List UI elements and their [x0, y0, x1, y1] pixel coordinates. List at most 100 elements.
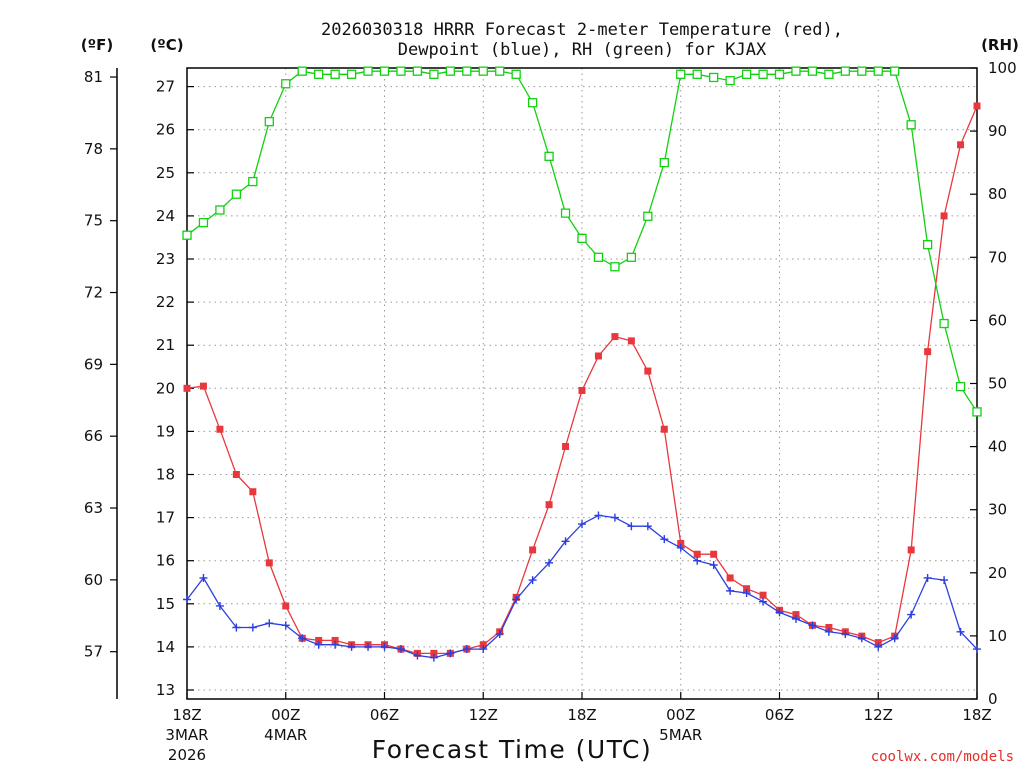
rh-point: [511, 69, 521, 79]
time-tick-label: 18Z: [172, 706, 201, 724]
dewpoint-point: [347, 642, 356, 651]
dewpoint-point: [528, 576, 537, 585]
rh-point: [577, 233, 587, 244]
rh-point: [774, 69, 785, 79]
celsius-tick-label: 18: [156, 466, 175, 484]
fahrenheit-unit-label: (ºF): [81, 36, 113, 54]
rh-point: [709, 72, 719, 83]
dewpoint-point: [429, 653, 438, 662]
dewpoint-point: [331, 640, 340, 649]
temperature-point: [644, 367, 652, 375]
rh-point: [972, 407, 982, 417]
celsius-tick-label: 16: [156, 552, 175, 570]
rh-tick-label: 0: [988, 690, 998, 708]
rh-point: [955, 382, 966, 392]
rh-point: [791, 66, 801, 76]
rh-point: [857, 66, 867, 76]
dewpoint-point: [759, 597, 768, 606]
chart-title-line2: Dewpoint (blue), RH (green) for KJAX: [398, 40, 767, 60]
dewpoint-point: [495, 629, 504, 638]
dewpoint-point: [627, 522, 636, 531]
temperature-point: [907, 546, 915, 554]
celsius-tick-label: 23: [156, 250, 175, 268]
temperature-point: [743, 585, 751, 593]
dewpoint-point: [890, 634, 899, 643]
dewpoint-point: [281, 621, 290, 630]
rh-point: [495, 66, 505, 76]
rh-tick-label: 100: [988, 59, 1017, 77]
dewpoint-point: [660, 535, 669, 544]
temperature-point: [693, 550, 701, 558]
temperature-point: [677, 539, 685, 547]
temperature-point: [792, 611, 800, 619]
date-tick-label: 5MAR: [659, 726, 702, 744]
dewpoint-point: [364, 642, 373, 651]
temperature-point: [232, 471, 240, 478]
dewpoint-point: [545, 558, 554, 567]
rh-point: [527, 98, 538, 108]
rh-axis-ticks: 0 10 20 30 40 50 60 70 80 90 100: [970, 59, 1017, 708]
credit-text: coolwx.com/models: [871, 749, 1014, 765]
fahrenheit-tick-label: 57: [84, 643, 103, 661]
dewpoint-point: [824, 627, 833, 636]
rh-point: [248, 176, 258, 187]
dewpoint-series: [183, 511, 981, 662]
dewpoint-point: [479, 645, 488, 654]
dewpoint-point: [215, 601, 224, 610]
fahrenheit-tick-label: 60: [84, 571, 103, 589]
rh-point: [462, 66, 472, 76]
rh-point: [939, 318, 949, 329]
time-tick-label: 18Z: [567, 706, 596, 724]
temperature-series: [183, 102, 981, 657]
temperature-point: [331, 636, 339, 644]
rh-tick-label: 60: [988, 311, 1007, 329]
temperature-point: [545, 501, 553, 509]
celsius-axis-ticks: 13 14 15 16 17 18 19 20 21 22 23 24 25 26 27: [156, 78, 194, 699]
temperature-point: [265, 559, 273, 567]
fahrenheit-tick-label: 69: [84, 355, 103, 373]
time-tick-label: 00Z: [271, 706, 300, 724]
dewpoint-point: [561, 537, 570, 546]
rh-point: [314, 69, 324, 79]
time-tick-label: 18Z: [962, 706, 991, 724]
temperature-point: [874, 639, 882, 647]
rh-point: [626, 252, 637, 262]
dewpoint-point: [298, 634, 307, 643]
dewpoint-point: [462, 645, 471, 654]
temperature-point: [183, 384, 191, 392]
rh-point: [215, 205, 225, 215]
time-axis-ticks: 18Z 3MAR 2026 00Z 4MAR 06Z 12Z 18Z 00Z 5MAR 06Z 12Z…: [165, 692, 992, 764]
rh-point: [906, 120, 916, 130]
data-series: [182, 66, 982, 662]
temperature-point: [759, 591, 767, 599]
fahrenheit-tick-label: 81: [84, 68, 103, 86]
rh-point: [396, 66, 406, 76]
dewpoint-point: [446, 649, 455, 658]
fahrenheit-tick-label: 78: [84, 140, 103, 158]
rh-point: [840, 66, 850, 76]
rh-point: [297, 66, 307, 76]
rh-point: [182, 230, 192, 240]
dewpoint-point: [594, 511, 603, 520]
dewpoint-point: [512, 595, 521, 604]
temperature-point: [973, 102, 981, 110]
dewpoint-point: [314, 640, 323, 649]
celsius-tick-label: 24: [156, 207, 175, 225]
temperature-point: [957, 141, 965, 149]
rh-tick-label: 10: [988, 627, 1007, 645]
rh-point: [330, 69, 340, 79]
dewpoint-point: [199, 573, 208, 582]
dewpoint-point: [248, 623, 257, 632]
temperature-point: [282, 602, 290, 610]
time-tick-label: 06Z: [765, 706, 794, 724]
time-tick-label: 12Z: [469, 706, 498, 724]
dewpoint-point: [907, 610, 916, 619]
time-tick-label: 00Z: [666, 706, 695, 724]
celsius-tick-label: 26: [156, 121, 175, 139]
rh-point: [429, 69, 439, 79]
temperature-point: [479, 641, 487, 649]
rh-tick-label: 30: [988, 501, 1007, 519]
rh-point: [890, 66, 900, 76]
date-tick-label: 4MAR: [264, 726, 307, 744]
